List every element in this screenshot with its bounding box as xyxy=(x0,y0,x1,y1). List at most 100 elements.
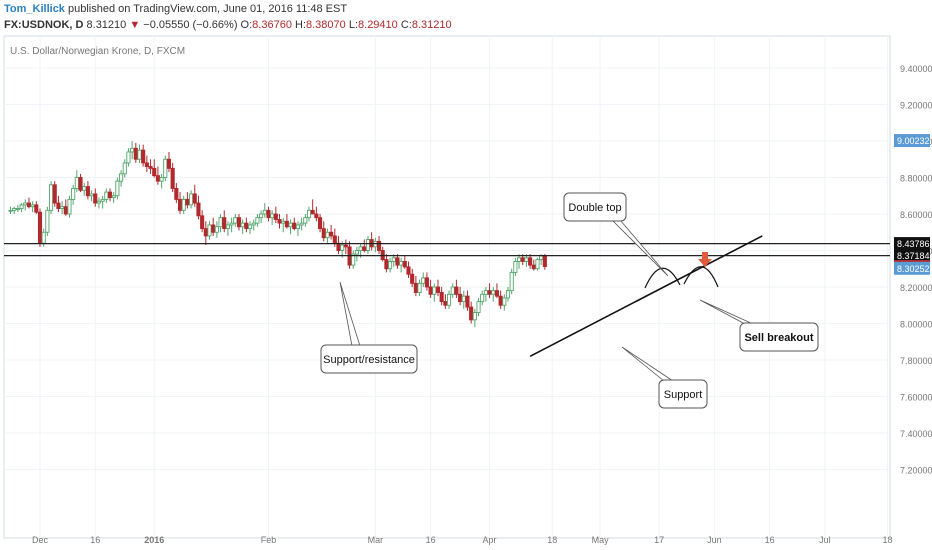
candle-body xyxy=(343,244,348,248)
candle-body xyxy=(137,149,142,160)
callout-box xyxy=(563,192,627,222)
y-tick-label: 8.60000 xyxy=(900,210,932,220)
candle-body xyxy=(505,290,511,299)
candle-body xyxy=(214,226,219,233)
x-tick-label: May xyxy=(592,535,610,545)
close-label: C: xyxy=(400,19,412,31)
candle-body xyxy=(391,257,396,262)
candle-body xyxy=(122,162,127,175)
candle-body xyxy=(130,147,135,153)
candle-body xyxy=(34,204,39,213)
candle-body xyxy=(376,240,382,251)
candle-body xyxy=(310,209,315,215)
candle-body xyxy=(517,257,522,262)
candle-body xyxy=(67,198,72,215)
candle-body xyxy=(472,312,477,321)
grid xyxy=(3,35,891,539)
candle-body xyxy=(491,290,496,295)
annotations[interactable]: Double top Support/resistance Support Sell … xyxy=(320,192,819,409)
candle-body xyxy=(406,266,411,275)
candle-body xyxy=(85,186,90,197)
candle-body xyxy=(424,277,429,288)
candle-body xyxy=(498,295,503,306)
price-tag-label: 8.43786 xyxy=(897,239,930,249)
price-tag-label: 9.00232 xyxy=(897,136,930,146)
sell-arrow-icon xyxy=(698,259,712,267)
candle-body xyxy=(365,239,371,251)
candle-body xyxy=(8,209,13,212)
candle-body xyxy=(115,180,120,197)
x-tick-label: Jun xyxy=(707,535,722,545)
candle-body xyxy=(244,222,249,230)
candle-body xyxy=(428,286,433,295)
candle-body xyxy=(177,198,183,211)
candle-body xyxy=(78,177,83,191)
candle-body xyxy=(314,213,319,219)
candle-body xyxy=(476,301,481,314)
callout-text: Support/resistance xyxy=(323,354,415,366)
candle-body xyxy=(236,217,242,228)
candle-body xyxy=(107,191,113,199)
candle-body xyxy=(270,213,275,219)
double-top-arc xyxy=(644,267,681,289)
candle-body xyxy=(446,293,452,306)
author-link[interactable]: Tom_Killick xyxy=(4,3,65,15)
candle-body xyxy=(71,187,76,200)
drawings[interactable] xyxy=(4,235,890,358)
candle-body xyxy=(174,187,179,200)
publish-info: Tom_Killick published on TradingView.com… xyxy=(4,3,347,15)
candle-body xyxy=(41,231,46,244)
symbol-label[interactable]: FX:USDNOK, D xyxy=(4,19,84,31)
candle-body xyxy=(281,220,286,224)
candle-body xyxy=(170,167,175,189)
y-tick-label: 8.20000 xyxy=(900,283,932,293)
candle-body xyxy=(12,208,17,211)
x-tick-label: 16 xyxy=(765,535,775,545)
candle-body xyxy=(49,184,54,211)
callout: Sell breakout xyxy=(699,299,819,352)
open-label: O: xyxy=(240,19,253,31)
candle-body xyxy=(23,202,28,206)
candle-body xyxy=(388,261,393,270)
candle-body xyxy=(395,257,400,266)
candle-body xyxy=(329,231,334,237)
candle-body xyxy=(218,217,223,228)
high-label: H: xyxy=(295,19,306,31)
candle-body xyxy=(30,204,35,208)
x-tick-label: 17 xyxy=(654,535,664,545)
candle-body xyxy=(37,211,43,244)
candle-body xyxy=(528,257,533,266)
callout-text: Sell breakout xyxy=(744,332,813,344)
candle-body xyxy=(189,193,194,206)
candle-body xyxy=(277,219,282,224)
y-tick-label: 7.40000 xyxy=(900,429,932,439)
candles xyxy=(8,141,547,328)
candle-body xyxy=(203,228,208,237)
candle-body xyxy=(480,293,485,303)
candle-body xyxy=(63,206,68,215)
candle-body xyxy=(465,295,470,308)
candle-body xyxy=(56,202,61,209)
axes: 9.400009.200009.000008.800008.600008.400… xyxy=(32,64,932,545)
candle-body xyxy=(163,158,168,178)
candle-body xyxy=(306,209,312,219)
candle-body xyxy=(336,242,341,251)
candle-body xyxy=(141,149,146,164)
x-tick-label: 18 xyxy=(883,535,893,545)
candle-body xyxy=(104,191,109,200)
chart-header: Tom_Killick published on TradingView.com… xyxy=(0,0,932,36)
candle-body xyxy=(325,231,330,239)
candle-body xyxy=(26,202,31,208)
callout: Support xyxy=(621,346,708,409)
x-tick-label: Feb xyxy=(261,535,277,545)
price-tag-label: 8.37184 xyxy=(897,251,930,261)
callout-box xyxy=(658,379,708,409)
callout-text: Support xyxy=(664,389,703,401)
x-tick-label: Dec xyxy=(32,535,49,545)
candle-body xyxy=(52,184,57,204)
candle-body xyxy=(126,151,131,164)
candle-body xyxy=(233,217,238,224)
candle-body xyxy=(340,244,345,251)
candle-body xyxy=(524,257,529,262)
